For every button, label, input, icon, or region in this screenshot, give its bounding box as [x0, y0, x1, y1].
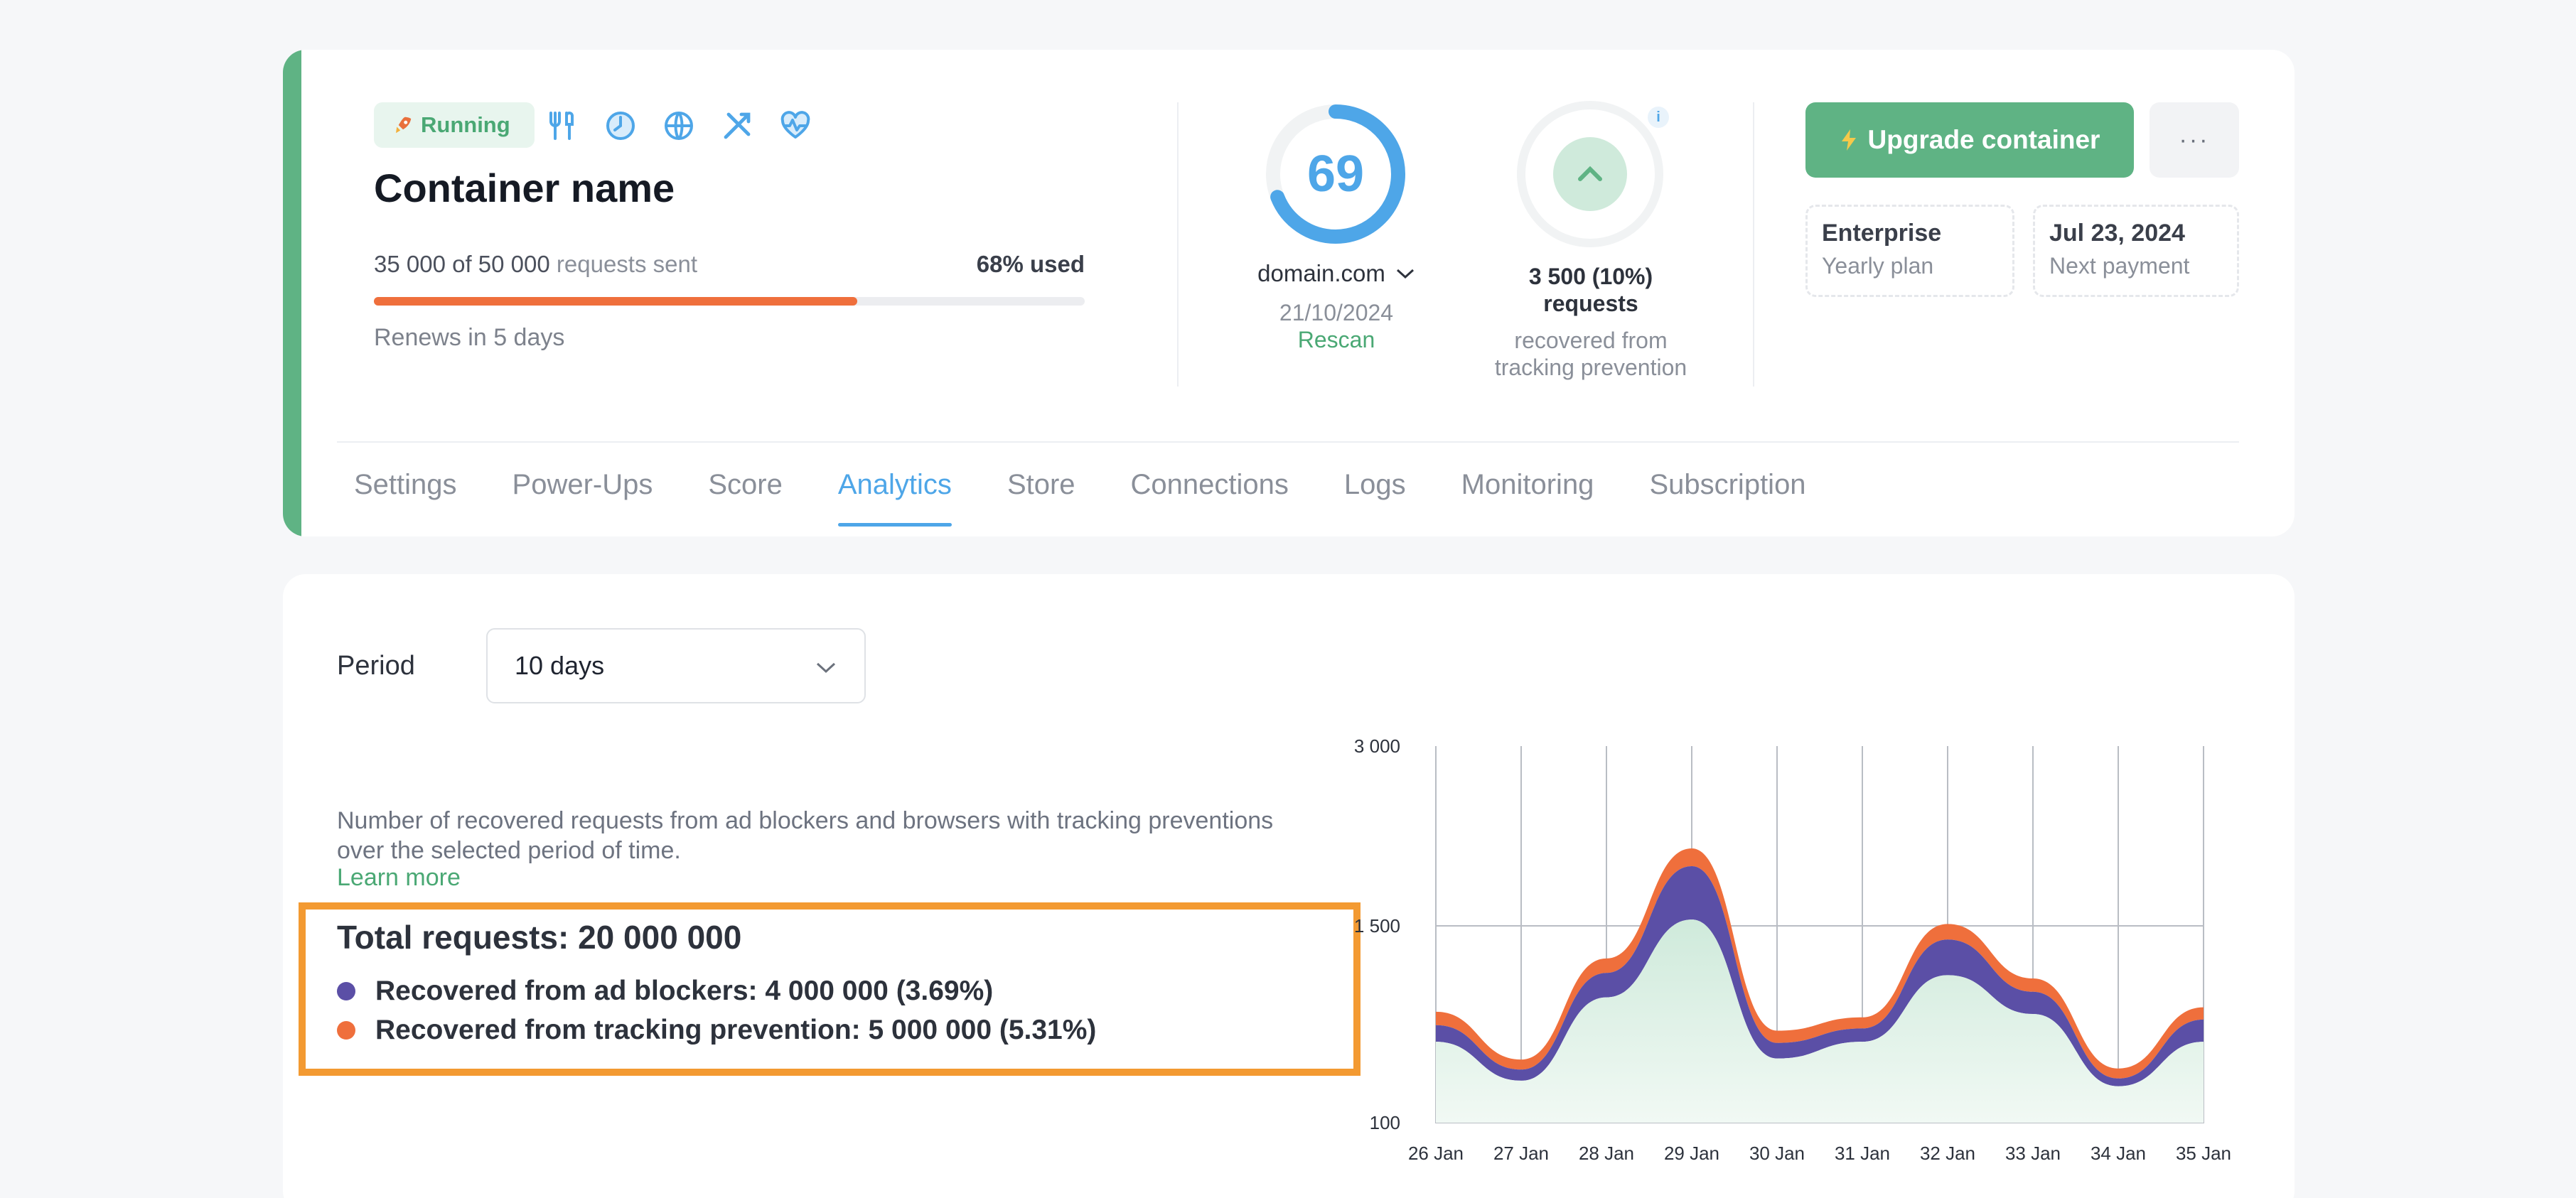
x-tick-label: 31 Jan: [1835, 1143, 1890, 1164]
info-icon[interactable]: i: [1648, 107, 1669, 128]
status-label: Running: [421, 112, 510, 137]
wrench-fork-icon[interactable]: [543, 107, 581, 145]
tab-settings[interactable]: Settings: [354, 469, 457, 500]
clock-icon[interactable]: [601, 107, 640, 145]
chevron-down-icon: [1396, 269, 1414, 279]
period-label: Period: [337, 651, 415, 681]
area-tracking-prevention: [1436, 848, 2204, 1079]
x-tick-label: 28 Jan: [1579, 1143, 1634, 1164]
x-tick-label: 30 Jan: [1749, 1143, 1805, 1164]
globe-icon[interactable]: [660, 107, 698, 145]
heartbeat-icon[interactable]: [776, 107, 815, 145]
domain-select[interactable]: domain.com: [1215, 260, 1457, 287]
learn-more-link[interactable]: Learn more: [337, 864, 461, 891]
powerup-icons: [543, 107, 815, 145]
status-accent-bar: [283, 50, 301, 536]
upgrade-button[interactable]: Upgrade container: [1805, 102, 2134, 178]
legend-dot: [337, 1021, 355, 1040]
next-payment-info: Jul 23, 2024 Next payment: [2033, 205, 2239, 297]
rescan-link[interactable]: Rescan: [1297, 327, 1375, 352]
more-options-button[interactable]: ···: [2150, 102, 2239, 178]
legend-dot: [337, 982, 355, 1000]
divider: [1177, 102, 1179, 387]
usage-sent-suffix: requests sent: [556, 251, 698, 277]
analytics-description-line2: over the selected period of time.: [337, 837, 681, 864]
chevron-down-icon: [816, 662, 836, 674]
total-requests: Total requests: 20 000 000: [337, 919, 742, 956]
tab-connections[interactable]: Connections: [1130, 469, 1289, 500]
divider: [1753, 102, 1754, 387]
period-select[interactable]: 10 days: [486, 628, 866, 703]
tabs-divider: [337, 441, 2239, 443]
scan-date: 21/10/2024: [1279, 300, 1394, 325]
next-payment-date: Jul 23, 2024: [2049, 220, 2185, 247]
usage-progress-fill: [374, 297, 857, 306]
analytics-description-line1: Number of recovered requests from ad blo…: [337, 807, 1274, 834]
usage-sent: 35 000 of 50 000: [374, 251, 550, 277]
area-ad-blockers: [1436, 866, 2204, 1086]
tools-icon[interactable]: [718, 107, 756, 145]
recovered-caption: recovered from tracking prevention: [1477, 327, 1705, 381]
plan-info: Enterprise Yearly plan: [1805, 205, 2014, 297]
rocket-icon: [396, 117, 412, 134]
plan-period: Yearly plan: [1822, 253, 1934, 279]
tab-analytics[interactable]: Analytics: [837, 469, 952, 527]
tab-score[interactable]: Score: [708, 469, 783, 500]
tab-logs[interactable]: Logs: [1343, 469, 1406, 500]
upgrade-label: Upgrade container: [1867, 125, 2100, 154]
tab-monitoring[interactable]: Monitoring: [1461, 469, 1594, 500]
score-value: 69: [1306, 146, 1365, 203]
x-tick-label: 32 Jan: [1920, 1143, 1975, 1164]
next-payment-label: Next payment: [2049, 253, 2190, 279]
legend-label: Recovered from tracking prevention: 5 00…: [375, 1015, 1097, 1045]
recovered-circle: [1517, 101, 1663, 247]
usage-percent: 68% used: [976, 251, 1085, 277]
score-ring-arc: [1266, 104, 1405, 244]
highlight-box: [299, 902, 1361, 1076]
x-tick-label: 29 Jan: [1664, 1143, 1719, 1164]
tab-power-ups[interactable]: Power-Ups: [512, 469, 653, 500]
analytics-card: Period 10 days Number of recovered reque…: [283, 574, 2295, 1198]
y-tick-label: 100: [1370, 1112, 1400, 1133]
area-baseline: [1436, 919, 2204, 1123]
period-value: 10 days: [515, 651, 605, 680]
tab-store[interactable]: Store: [1007, 469, 1075, 500]
x-tick-label: 34 Jan: [2091, 1143, 2146, 1164]
renewal-text: Renews in 5 days: [374, 324, 565, 351]
x-tick-label: 26 Jan: [1408, 1143, 1464, 1164]
recovered-count-value: 3 500 (10%): [1528, 264, 1653, 289]
container-card: Running Container name 35 000 of 50 000 …: [283, 50, 2295, 536]
y-tick-label: 3 000: [1354, 735, 1400, 757]
x-tick-label: 35 Jan: [2176, 1143, 2231, 1164]
recovered-count-unit: requests: [1543, 291, 1638, 316]
status-badge: Running: [374, 102, 535, 148]
usage-progress-bar: [374, 297, 1085, 306]
x-tick-label: 27 Jan: [1493, 1143, 1549, 1164]
analytics-description: Number of recovered requests from ad blo…: [337, 806, 1346, 865]
recovered-requests-chart: 26 Jan 27 Jan 28 Jan 29 Jan 30 Jan 31 Jan 32 J…: [1354, 735, 2231, 1164]
recovered-caption-line1: recovered from: [1514, 328, 1668, 353]
domain-label: domain.com: [1257, 260, 1385, 286]
legend-tracking-prevention: Recovered from tracking prevention: 5 00…: [337, 1015, 1096, 1046]
container-name: Container name: [374, 166, 675, 210]
tab-bar: Settings Power-Ups Score Analytics Store Conn…: [354, 469, 1806, 527]
chevron-up-icon: [1578, 166, 1602, 181]
plan-name: Enterprise: [1822, 220, 1942, 247]
recovered-count: 3 500 (10%) requests: [1477, 263, 1705, 317]
legend-ad-blockers: Recovered from ad blockers: 4 000 000 (3…: [337, 976, 993, 1007]
tab-subscription[interactable]: Subscription: [1649, 469, 1806, 500]
score-ring: 69: [1262, 101, 1409, 247]
recovered-caption-line2: tracking prevention: [1494, 355, 1687, 380]
x-tick-label: 33 Jan: [2005, 1143, 2061, 1164]
lightning-icon: [1841, 129, 1856, 151]
legend-label: Recovered from ad blockers: 4 000 000 (3…: [375, 976, 994, 1006]
y-tick-label: 1 500: [1354, 915, 1400, 937]
usage-line: 35 000 of 50 000 requests sent 68% used: [374, 251, 1085, 278]
